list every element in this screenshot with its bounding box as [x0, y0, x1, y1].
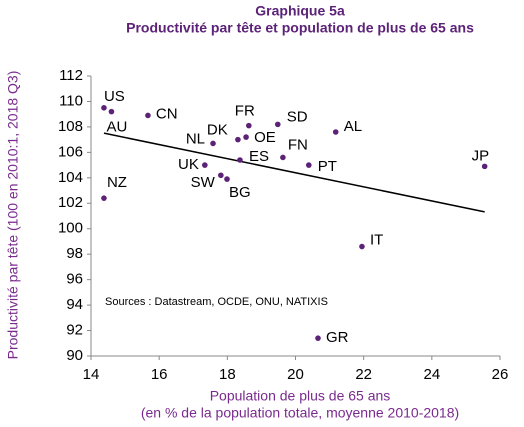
point [202, 162, 208, 168]
point [237, 157, 243, 163]
point [332, 129, 339, 135]
point-label: BG [229, 184, 251, 201]
x-tick-label: 24 [423, 366, 440, 383]
y-tick-label: 104 [58, 169, 83, 186]
point-label: PT [318, 158, 337, 175]
chart-title: Graphique 5a [255, 3, 345, 19]
point [101, 105, 107, 111]
point [246, 122, 252, 129]
chart-subtitle: Productivité par tête et population de p… [126, 20, 474, 36]
point-label: NL [186, 130, 205, 147]
point-label: AL [344, 118, 362, 135]
y-axis-label: Productivité par tête (100 en 2010:1, 20… [5, 71, 21, 360]
point-label: US [104, 88, 125, 105]
y-tick-label: 94 [66, 296, 83, 313]
point-label: SW [191, 174, 216, 191]
x-tick-label: 22 [355, 366, 372, 383]
y-tick-label: 92 [66, 322, 83, 339]
point-label: JP [472, 147, 490, 164]
x-tick-label: 26 [492, 366, 509, 383]
x-tick-label: 14 [83, 366, 100, 383]
y-tick-label: 106 [58, 143, 83, 160]
y-tick-label: 102 [58, 194, 83, 211]
point [359, 243, 365, 250]
x-tick-label: 16 [151, 366, 168, 383]
point-label: UK [178, 156, 199, 173]
point-label: OE [254, 129, 276, 146]
point-label: ES [249, 148, 269, 165]
point [235, 136, 241, 143]
point-label: DK [207, 122, 228, 139]
point-label: AU [106, 119, 127, 136]
point [210, 140, 216, 147]
point-label: SD [287, 108, 308, 125]
point-label: IT [370, 232, 383, 249]
point-label: FR [235, 103, 255, 120]
point-label: CN [156, 105, 178, 122]
point-label: GR [326, 329, 349, 346]
point [224, 176, 230, 182]
y-tick-label: 90 [66, 347, 83, 364]
y-tick-label: 98 [66, 245, 83, 262]
point [108, 108, 115, 115]
y-tick-label: 100 [58, 220, 83, 237]
point [315, 335, 321, 341]
point [243, 134, 249, 140]
x-axis-label: (en % de la population totale, moyenne 2… [141, 405, 459, 421]
point [101, 195, 107, 201]
x-tick-label: 20 [287, 366, 304, 383]
annotation: Sources : Datastream, OCDE, ONU, NATIXIS [105, 296, 328, 308]
x-axis-label: Population de plus de 65 ans [210, 388, 391, 404]
point [145, 112, 151, 119]
point [481, 163, 488, 170]
y-tick-label: 110 [59, 92, 83, 109]
x-tick-label: 18 [219, 366, 236, 383]
point-label: FN [288, 136, 308, 153]
y-tick-label: 108 [58, 118, 83, 135]
point [305, 162, 312, 168]
trend-line [103, 132, 485, 213]
y-tick-label: 96 [66, 271, 83, 288]
y-tick-label: 112 [59, 67, 83, 84]
point-label: NZ [107, 174, 127, 191]
point [280, 154, 286, 161]
point [274, 121, 281, 128]
point [218, 172, 224, 179]
